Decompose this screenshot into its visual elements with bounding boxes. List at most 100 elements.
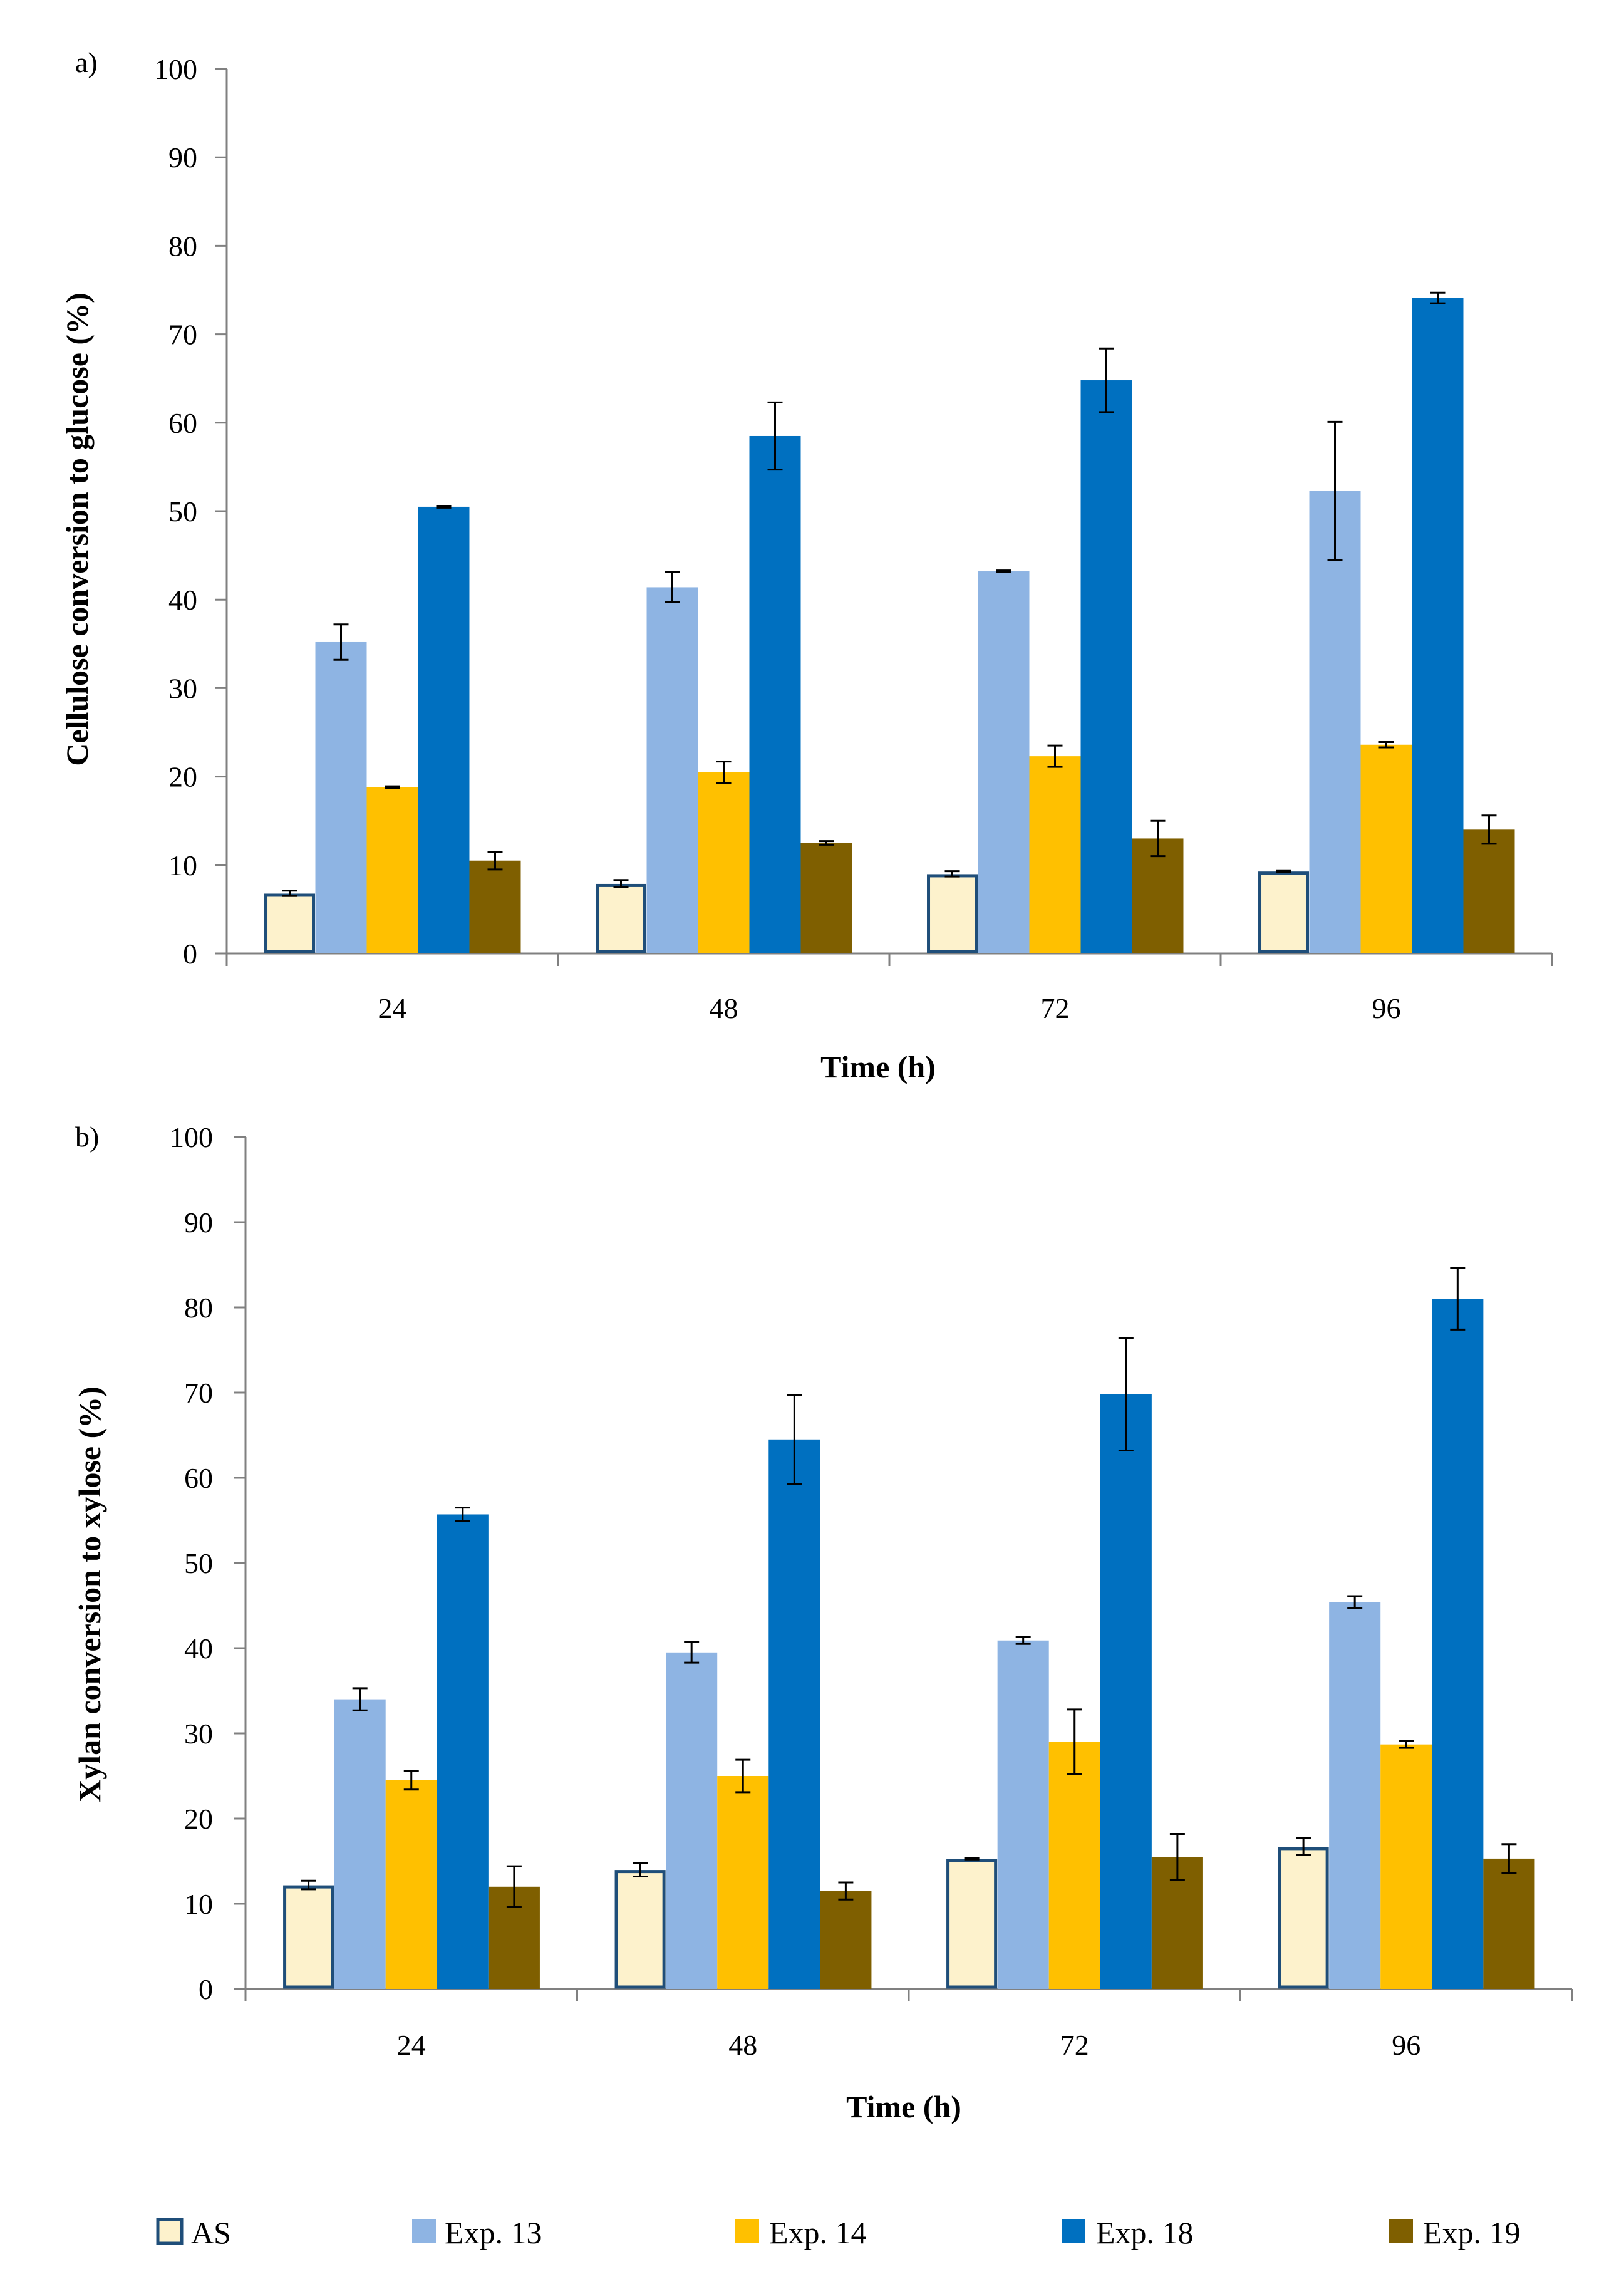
panel-a-bar-exp-18-48 [749,435,801,953]
panel-b-error-bar-as-24 [301,1879,316,1891]
panel-b-bar-exp-14-96 [1380,1744,1432,1989]
legend-item-as: AS [156,2215,231,2250]
panel-a-bar-exp-19-96 [1463,829,1515,953]
panel-b-bar-exp-18-72 [1100,1394,1152,1989]
panel-b-error-bar-exp-19-72 [1169,1832,1185,1881]
panel-b-error-bar-exp-18-72 [1118,1337,1134,1451]
panel-b-chart: b) Time (h) Xylan conversion to xylose (… [72,1121,1573,2124]
legend-item-exp-14: Exp. 14 [735,2215,867,2250]
panel-b-y-tick-label: 50 [184,1547,213,1579]
panel-b-y-tick-label: 60 [184,1462,213,1494]
panel-b-y-tick-label: 20 [184,1803,213,1835]
panel-b-bar-exp-13-48 [666,1652,718,1989]
legend-swatch-exp-13 [412,2219,436,2243]
panel-a-error-bar-exp-14-96 [1378,741,1394,749]
panel-b-x-tick-label: 48 [728,2029,757,2061]
panel-b-error-bar-exp-14-24 [403,1770,419,1791]
legend: AS Exp. 13 Exp. 14 Exp. 18 Exp. 19 [156,2215,1521,2250]
panel-a-bar-exp-18-96 [1412,298,1464,953]
panel-b-bar-as-48 [614,1870,666,1989]
panel-a-y-tick-label: 10 [168,849,197,881]
panel-b-x-tick-label: 24 [397,2029,426,2061]
panel-a-error-bar-exp-13-72 [996,569,1011,573]
panel-a-y-tick-label: 30 [168,672,197,704]
panel-a-error-bar-as-24 [282,890,297,897]
panel-b-bar-exp-18-24 [437,1514,489,1989]
legend-label-as: AS [191,2215,231,2250]
panel-b-bar-exp-14-24 [385,1780,437,1989]
panel-a-error-bar-exp-18-96 [1430,291,1446,304]
panel-b-error-bar-exp-14-72 [1067,1708,1082,1775]
panel-a-y-tick-label: 60 [168,407,197,439]
panel-b-y-tick-label: 10 [184,1888,213,1920]
panel-b-y-tick-label: 30 [184,1718,213,1750]
legend-label-exp-14: Exp. 14 [769,2215,867,2250]
panel-b-bar-exp-19-96 [1483,1858,1535,1989]
panel-a-y-tick-label: 20 [168,761,197,793]
panel-b-y-tick-label: 80 [184,1292,213,1324]
panel-a-y-tick-label: 40 [168,584,197,616]
panel-b-bar-exp-13-24 [334,1699,386,1989]
panel-a-bar-exp-18-72 [1080,380,1132,953]
panel-a-error-bar-exp-18-72 [1099,347,1114,413]
panel-a-bar-exp-14-24 [366,787,418,953]
legend-item-exp-18: Exp. 18 [1062,2215,1194,2250]
panel-b-bar-exp-13-72 [997,1640,1049,1989]
panel-a-bar-exp-19-48 [800,843,852,953]
panel-a-bar-exp-13-48 [646,587,698,953]
panel-b-error-bar-exp-18-48 [787,1394,802,1485]
panel-b-error-bar-as-72 [964,1857,980,1861]
panel-b-error-bar-exp-13-24 [352,1687,368,1711]
panel-b-bar-exp-18-96 [1432,1299,1484,1989]
panel-a-error-bar-as-72 [944,870,960,878]
panel-b-bar-as-96 [1278,1847,1329,1989]
panel-a-error-bar-as-96 [1276,869,1291,873]
panel-b-bar-as-72 [946,1859,998,1989]
panel-a-x-tick-label: 96 [1372,992,1401,1024]
panel-b-error-bar-exp-18-24 [455,1507,470,1522]
panel-b-y-tick-label: 70 [184,1377,213,1409]
panel-a-error-bar-exp-13-96 [1327,420,1343,561]
panel-a-error-bar-exp-19-24 [487,851,503,871]
panel-b-y-tick-label: 100 [170,1121,213,1153]
legend-swatch-exp-18 [1062,2219,1085,2243]
panel-b-error-bar-exp-18-96 [1450,1267,1466,1331]
panel-a-bar-exp-13-96 [1309,491,1361,953]
panel-a-bar-exp-13-24 [315,641,367,953]
panel-b-x-tick-label: 72 [1060,2029,1089,2061]
panel-a-y-tick-label: 70 [168,319,197,351]
panel-b-bar-exp-19-48 [820,1891,872,1989]
panel-b-bar-exp-13-96 [1329,1602,1381,1989]
panel-b-error-bar-exp-19-96 [1501,1843,1517,1874]
legend-label-exp-19: Exp. 19 [1423,2215,1521,2250]
panel-a-bar-as-48 [596,883,647,953]
panel-a-y-tick-label: 100 [154,53,197,85]
panel-a-bar-exp-14-72 [1029,756,1081,953]
panel-a-error-bar-exp-19-48 [819,840,834,846]
panel-b-y-tick-label: 90 [184,1207,213,1238]
legend-swatch-as [156,2218,184,2245]
panel-b-y-tick-label: 40 [184,1633,213,1664]
panel-a-y-tick-label: 50 [168,496,197,527]
legend-item-exp-19: Exp. 19 [1389,2215,1521,2250]
panel-b-error-bar-exp-13-96 [1347,1595,1363,1609]
panel-a-error-bar-exp-18-48 [767,401,783,471]
panel-b-error-bar-exp-19-48 [838,1881,854,1901]
panel-a-error-bar-exp-19-72 [1150,819,1166,858]
panel-a-bar-as-72 [927,874,978,953]
panel-b-bar-exp-14-72 [1048,1742,1100,1989]
panel-b-bar-as-24 [283,1885,334,1989]
panel-b-error-bar-exp-13-72 [1015,1636,1031,1645]
panel-b-error-bar-exp-19-24 [506,1865,522,1908]
panel-a-bar-as-24 [264,893,316,953]
panel-a-error-bar-exp-19-96 [1481,814,1497,845]
panel-a-error-bar-as-48 [613,879,629,888]
panel-b-error-bar-as-96 [1296,1837,1311,1856]
panel-a-error-bar-exp-14-24 [385,785,400,789]
panel-a-y-tick-label: 80 [168,230,197,262]
panel-b-bar-exp-18-48 [768,1439,820,1989]
panel-a-y-tick-label: 90 [168,142,197,174]
panel-a-bar-exp-14-48 [698,772,750,953]
panel-a-tag: a) [75,46,98,78]
legend-label-exp-18: Exp. 18 [1096,2215,1194,2250]
